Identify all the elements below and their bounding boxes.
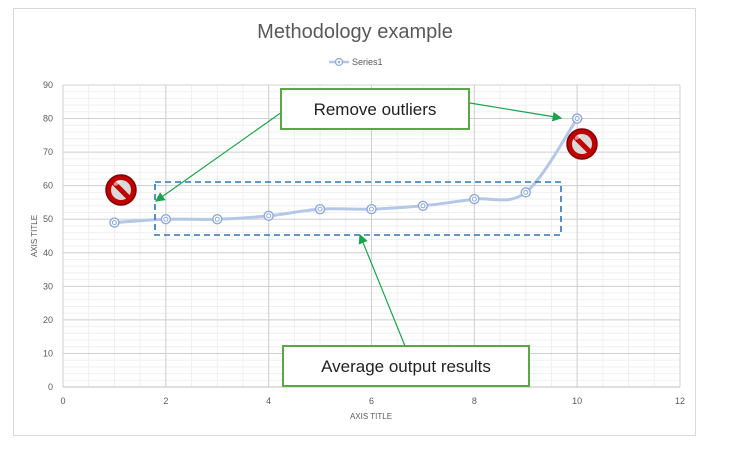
data-point — [469, 193, 480, 205]
x-tick-label: 10 — [572, 396, 582, 406]
y-tick-label: 30 — [43, 281, 53, 291]
y-tick-label: 0 — [48, 382, 53, 392]
y-tick-label: 40 — [43, 248, 53, 258]
legend: Series1 — [329, 57, 383, 67]
data-point — [366, 203, 377, 215]
x-tick-label: 4 — [266, 396, 271, 406]
y-tick-label: 10 — [43, 348, 53, 358]
x-tick-label: 2 — [163, 396, 168, 406]
y-tick-label: 70 — [43, 147, 53, 157]
y-tick-label: 50 — [43, 214, 53, 224]
series-points — [109, 113, 583, 228]
data-point — [314, 203, 326, 215]
chart-title: Methodology example — [257, 21, 453, 43]
callout-remove-outliers-text: Remove outliers — [314, 100, 437, 119]
y-tick-label: 90 — [43, 80, 53, 90]
data-point — [520, 187, 531, 198]
legend-marker-dot — [337, 60, 341, 64]
legend-label: Series1 — [352, 57, 383, 67]
y-axis-title: AXIS TITLE — [30, 215, 39, 257]
callout-average-output-text: Average output results — [321, 357, 491, 376]
average-region-box — [154, 181, 562, 236]
data-point — [212, 214, 223, 225]
x-tick-label: 6 — [369, 396, 374, 406]
y-tick-label: 20 — [43, 315, 53, 325]
grid — [62, 84, 681, 388]
y-tick-label: 80 — [43, 114, 53, 124]
outlier-icon-right — [566, 128, 598, 160]
y-tick-label: 60 — [43, 181, 53, 191]
x-tick-label: 8 — [472, 396, 477, 406]
x-tick-label: 12 — [675, 396, 685, 406]
arrow-to-average-region — [358, 233, 406, 347]
x-tick-label: 0 — [60, 396, 65, 406]
data-point — [109, 217, 120, 228]
data-point — [417, 200, 429, 212]
callout-average-output: Average output results — [282, 345, 530, 387]
data-point — [160, 214, 172, 225]
x-axis-title: AXIS TITLE — [350, 412, 392, 421]
data-point — [263, 210, 274, 222]
arrow-to-right-outlier — [469, 102, 563, 122]
data-point — [571, 113, 583, 124]
arrow-to-left-outlier — [155, 111, 283, 202]
outlier-icon-left — [105, 174, 137, 206]
series-line — [114, 117, 579, 225]
callout-remove-outliers: Remove outliers — [280, 88, 470, 130]
